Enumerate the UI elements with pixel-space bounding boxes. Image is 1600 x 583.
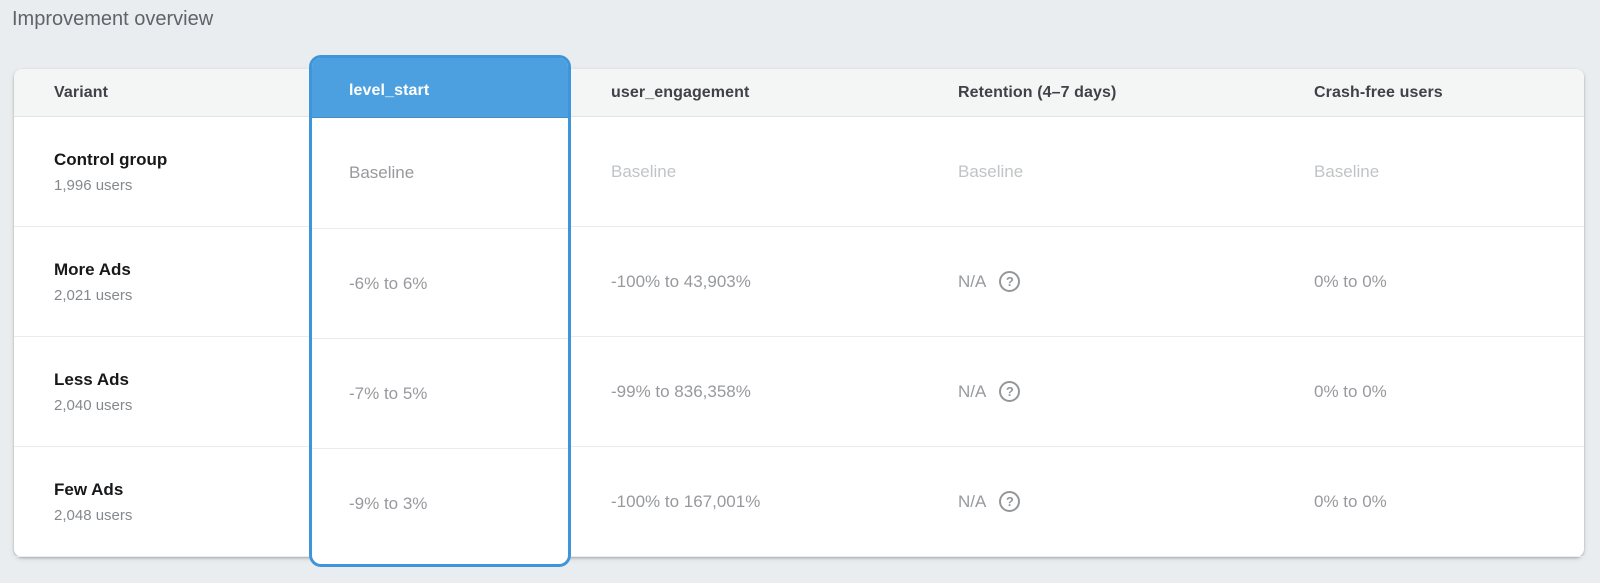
level-start-cell: Baseline [349,163,415,182]
retention-cell: N/A ? [918,271,1274,292]
table-header-row: Variant user_engagement Retention (4–7 d… [14,69,1584,117]
highlighted-column-level-start: level_start Baseline -6% to 6% -7% to 5%… [309,55,571,567]
variant-name: More Ads [54,259,131,279]
variant-name: Control group [54,149,168,169]
help-icon[interactable]: ? [999,381,1021,402]
variant-cell: Few Ads 2,048 users [14,480,309,524]
variant-name: Few Ads [54,479,124,499]
improvement-overview-table: Variant user_engagement Retention (4–7 d… [14,55,1584,567]
retention-cell: N/A ? [918,491,1274,512]
help-icon[interactable]: ? [999,271,1021,292]
column-header-retention[interactable]: Retention (4–7 days) [958,83,1117,101]
level-start-cell: -7% to 5% [312,338,568,448]
help-icon[interactable]: ? [999,491,1021,512]
table-row-control-group: Control group 1,996 users Baseline Basel… [14,117,1584,227]
crash-free-cell: 0% to 0% [1314,491,1387,511]
variant-user-count: 2,021 users [54,286,133,304]
variant-cell: Control group 1,996 users [14,150,309,194]
variant-cell: More Ads 2,021 users [14,260,309,304]
level-start-cell: -6% to 6% [312,228,568,338]
column-header-level-start[interactable]: level_start [312,58,568,118]
retention-value: N/A [958,491,987,511]
column-header-user-engagement[interactable]: user_engagement [611,83,750,101]
table-row-more-ads: More Ads 2,021 users -100% to 43,903% N/… [14,227,1584,337]
retention-cell: Baseline [958,161,1024,181]
retention-value: N/A [958,271,987,291]
retention-cell: N/A ? [918,381,1274,402]
variant-user-count: 1,996 users [54,176,133,194]
retention-value: N/A [958,381,987,401]
table-row-less-ads: Less Ads 2,040 users -99% to 836,358% N/… [14,337,1584,447]
column-header-variant: Variant [54,83,109,101]
level-start-cell: -9% to 3% [312,448,568,558]
crash-free-cell: Baseline [1314,161,1380,181]
variant-user-count: 2,040 users [54,396,133,414]
user-engagement-cell: -100% to 167,001% [611,491,761,511]
variant-user-count: 2,048 users [54,506,133,524]
crash-free-cell: 0% to 0% [1314,381,1387,401]
table-row-few-ads: Few Ads 2,048 users -100% to 167,001% N/… [14,447,1584,557]
column-header-crash-free[interactable]: Crash-free users [1314,83,1443,101]
user-engagement-cell: Baseline [611,161,677,181]
user-engagement-cell: -100% to 43,903% [611,271,751,291]
variant-cell: Less Ads 2,040 users [14,370,309,414]
variant-name: Less Ads [54,369,129,389]
page-title: Improvement overview [12,8,214,30]
crash-free-cell: 0% to 0% [1314,271,1387,291]
user-engagement-cell: -99% to 836,358% [611,381,751,401]
